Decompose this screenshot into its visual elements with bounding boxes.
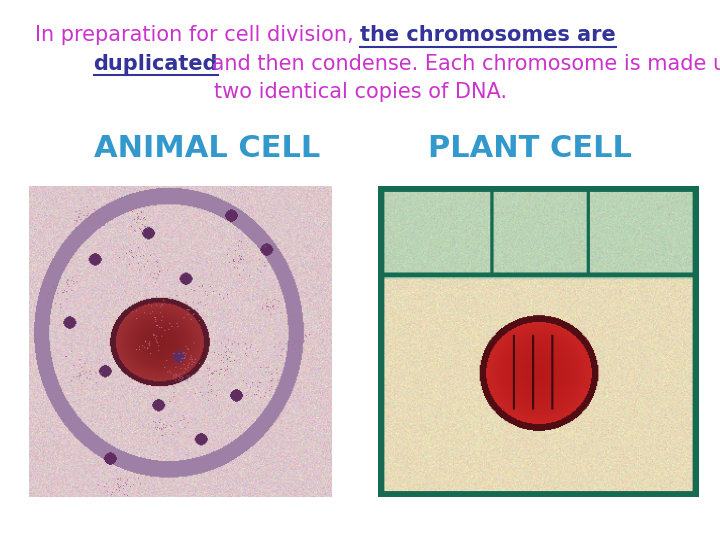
Text: In preparation for cell division,: In preparation for cell division, <box>35 25 360 45</box>
Text: two identical copies of DNA.: two identical copies of DNA. <box>214 82 506 103</box>
Text: the chromosomes are: the chromosomes are <box>360 25 616 45</box>
Text: and then condense. Each chromosome is made up of: and then condense. Each chromosome is ma… <box>205 53 720 74</box>
Text: ANIMAL CELL: ANIMAL CELL <box>94 134 320 163</box>
Text: duplicated: duplicated <box>94 53 218 74</box>
Text: PLANT CELL: PLANT CELL <box>428 134 632 163</box>
